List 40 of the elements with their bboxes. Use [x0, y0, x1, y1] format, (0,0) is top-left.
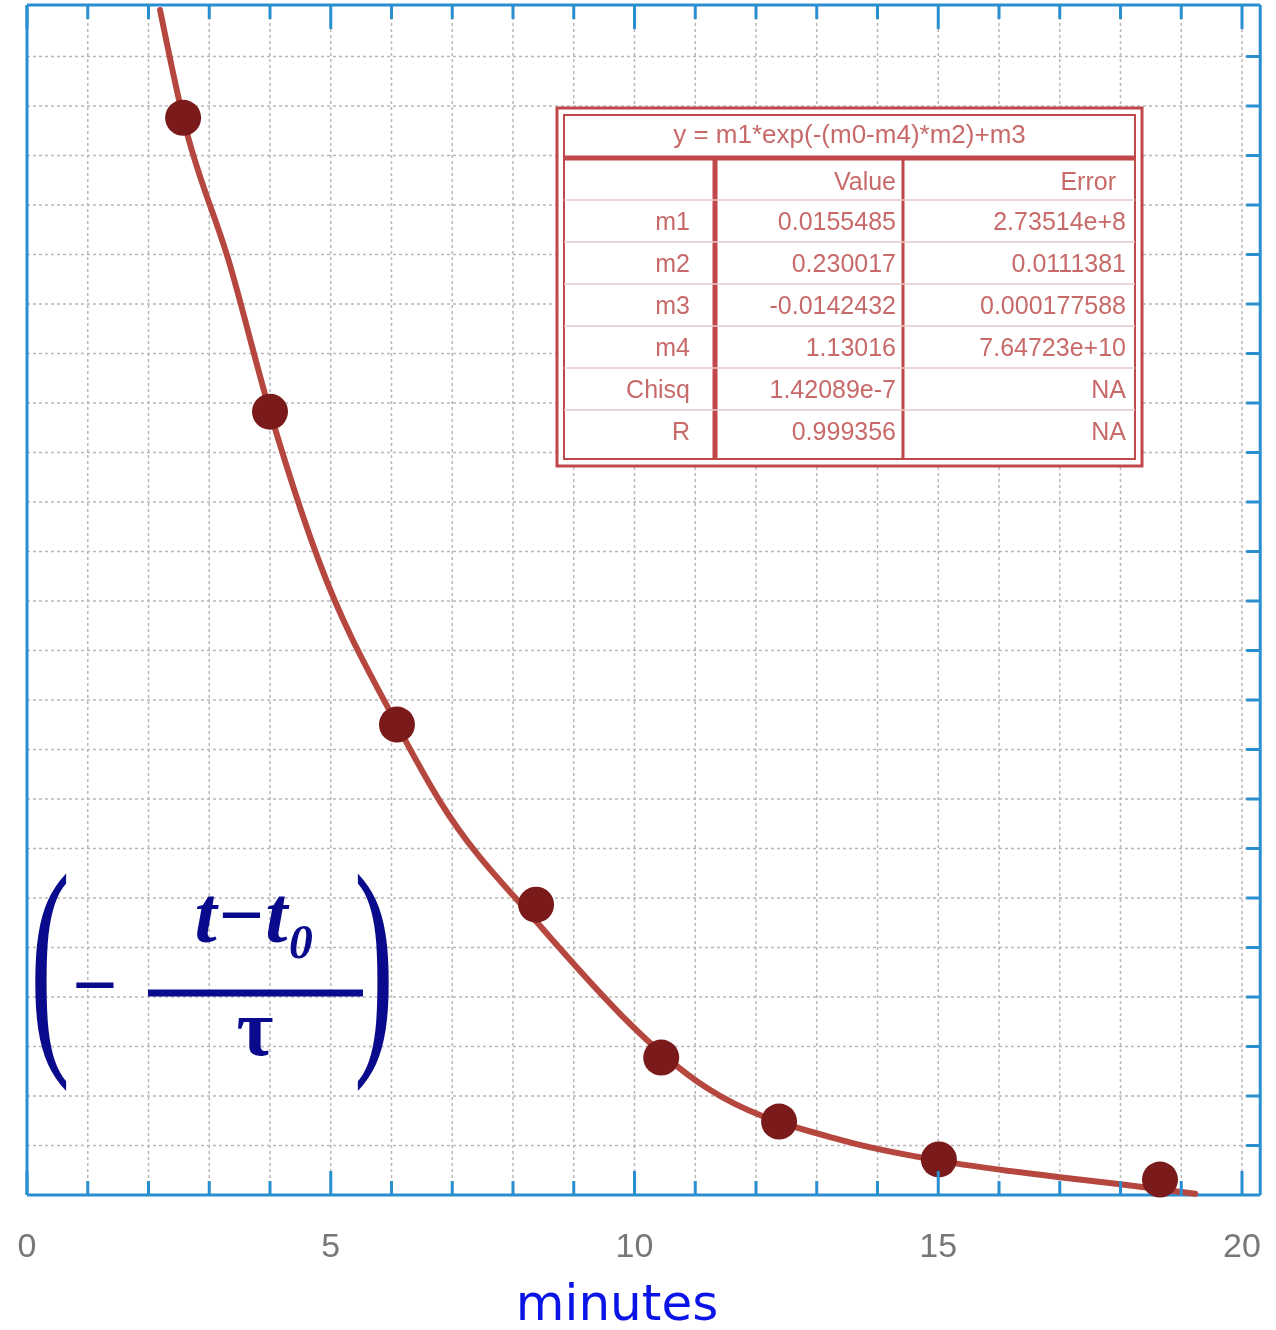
annotation: 0.0155485 [777, 207, 896, 235]
annotation: ) [354, 826, 394, 1092]
x-axis-title: minutes [515, 1274, 719, 1330]
x-tick-label: 20 [1223, 1226, 1261, 1264]
x-tick-label: 10 [615, 1226, 654, 1264]
annotation: 1.42089e-7 [769, 375, 896, 403]
annotation: y = m1*exp(-(m0-m4)*m2)+m3 [673, 119, 1026, 149]
annotation: m4 [655, 333, 691, 361]
annotation: Value [833, 167, 896, 195]
point [165, 99, 202, 136]
x-tick-label: 0 [17, 1226, 37, 1264]
point [518, 886, 555, 923]
annotation: Error [1060, 167, 1116, 195]
point [643, 1039, 680, 1076]
annotation: m2 [655, 249, 690, 277]
annotation: Chisq [626, 375, 690, 403]
annotation: m1 [655, 207, 690, 235]
x-tick-label: 15 [919, 1226, 958, 1264]
annotation: 0.000177588 [980, 291, 1126, 319]
annotation: 0.999356 [791, 417, 896, 445]
point [252, 393, 288, 430]
point [378, 706, 415, 743]
x-tick-label: 5 [321, 1226, 341, 1264]
annotation: ( [30, 826, 70, 1092]
annotation: − [72, 941, 118, 1029]
annotation: NA [1091, 375, 1127, 403]
annotation: t−t₀ [194, 871, 316, 959]
annotation: -0.0142432 [769, 291, 896, 319]
annotation: 1.13016 [805, 333, 896, 361]
point [1141, 1161, 1178, 1198]
point [761, 1103, 798, 1140]
point [920, 1141, 957, 1178]
annotation: 0.0111381 [1011, 249, 1126, 277]
annotation: NA [1091, 417, 1127, 445]
annotation: m3 [655, 291, 690, 319]
annotation: 7.64723e+10 [979, 333, 1126, 361]
annotation: R [671, 417, 690, 445]
annotation: τ [236, 984, 274, 1072]
annotation: 0.230017 [791, 249, 896, 277]
annotation: 2.73514e+8 [993, 207, 1126, 235]
